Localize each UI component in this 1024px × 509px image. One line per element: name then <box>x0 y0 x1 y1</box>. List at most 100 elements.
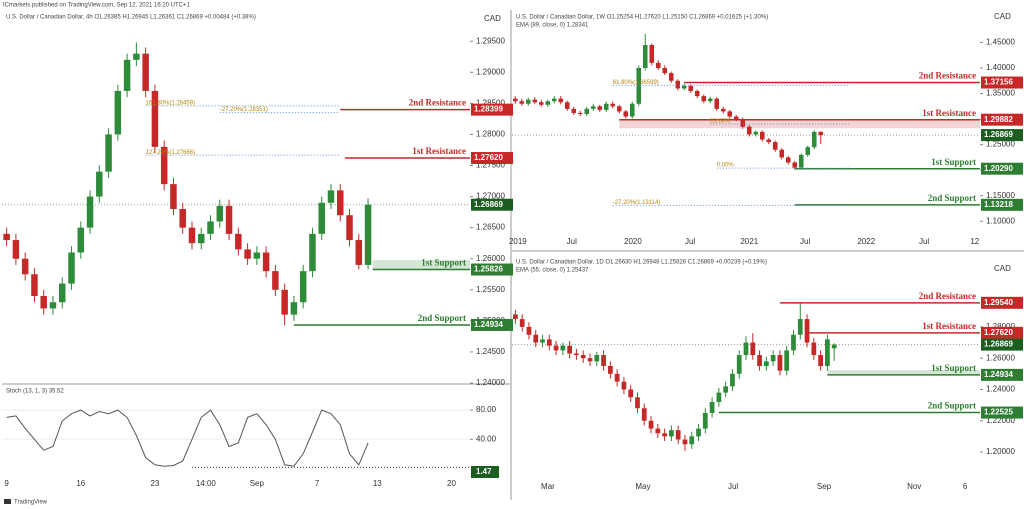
candle-body <box>730 373 735 387</box>
level-name: 1st Resistance <box>922 321 976 331</box>
candle-body <box>21 258 29 275</box>
last-value-label: 1.47 <box>476 467 492 476</box>
candle-body <box>179 208 186 228</box>
y-tick-label: 1.24000 <box>476 378 505 387</box>
candle-body <box>327 190 335 203</box>
candle-body <box>636 67 642 104</box>
level-tag <box>981 113 1023 126</box>
candle-body <box>587 358 593 362</box>
candle-body <box>785 157 791 163</box>
fib-label: -27.20%(1.28351) <box>220 107 268 113</box>
y-tick-label: 1.22000 <box>986 416 1015 425</box>
candle-body <box>3 233 10 241</box>
candle-body <box>818 131 824 136</box>
candle-body <box>607 366 613 374</box>
level-tag <box>981 326 1023 339</box>
last-price-label: 1.26869 <box>984 340 1013 349</box>
candle-body <box>105 134 112 172</box>
candle-body <box>346 215 353 241</box>
y-tick-label: 1.29500 <box>476 36 505 45</box>
level-name: 2nd Support <box>418 313 466 323</box>
y-tick-label: 1.10000 <box>986 216 1015 225</box>
candle-body <box>655 428 661 434</box>
level-name: 1st Support <box>931 363 976 373</box>
candle-body <box>532 99 538 103</box>
candle-body <box>825 339 830 367</box>
footer: TradingView <box>14 500 48 506</box>
candle-body <box>525 99 531 104</box>
level-name: 2nd Resistance <box>919 71 976 81</box>
candle-body <box>723 386 729 393</box>
y-tick-label: 1.45000 <box>986 38 1015 47</box>
level-name: 2nd Support <box>928 193 976 203</box>
x-tick-label: 9 <box>4 479 9 488</box>
level-name: 2nd Resistance <box>409 98 466 108</box>
x-tick-label: Sep <box>250 479 265 488</box>
candle-body <box>560 345 566 351</box>
candle-body <box>553 345 559 351</box>
candle-body <box>720 108 726 112</box>
x-tick-label: Mar <box>541 482 555 491</box>
x-tick-label: Nov <box>907 482 921 491</box>
fib-label: 61.80%(1.36599) <box>613 80 659 86</box>
candle-body <box>641 408 647 421</box>
candle-body <box>642 45 648 68</box>
candle-body <box>804 319 810 343</box>
candle-body <box>614 373 620 382</box>
candle-body <box>635 397 640 409</box>
candle-body <box>688 85 694 91</box>
candle-body <box>571 108 577 113</box>
candle-body <box>716 392 722 402</box>
y-tick-label: 1.26000 <box>476 254 505 263</box>
candle-body <box>198 233 205 244</box>
candle-body <box>792 162 798 168</box>
candle-body <box>623 111 629 117</box>
x-tick-label: 2020 <box>624 237 642 246</box>
candle-body <box>49 302 57 309</box>
level-tag-label: 1.13218 <box>984 200 1013 209</box>
fib-label: 161.80%(1.28459) <box>146 100 195 106</box>
candle-body <box>757 355 762 367</box>
candle-body <box>577 112 583 114</box>
candle-body <box>750 342 756 356</box>
candle-body <box>818 355 823 367</box>
x-tick-label: 2021 <box>740 237 758 246</box>
x-tick-label: 23 <box>150 479 159 488</box>
candle-body <box>151 90 159 147</box>
last-price-tag <box>981 129 1023 142</box>
x-tick-label: 2019 <box>509 237 527 246</box>
candle-body <box>727 111 733 117</box>
candle-body <box>123 59 131 91</box>
y-tick-label: 1.26500 <box>476 223 505 232</box>
candle-body <box>364 204 372 265</box>
candle-body <box>272 271 279 290</box>
candle-body <box>96 171 103 197</box>
level-name: 1st Resistance <box>412 146 466 156</box>
candle-body <box>675 80 681 89</box>
candle-body <box>772 142 778 150</box>
stoch-line <box>6 409 369 467</box>
candle-body <box>290 302 298 315</box>
fib-label: 127.20%(1.27666) <box>146 150 195 156</box>
candle-body <box>603 103 609 110</box>
candle-body <box>337 190 344 216</box>
x-tick-label: May <box>635 482 650 491</box>
x-tick-label: 14:00 <box>196 479 217 488</box>
candle-body <box>797 319 803 335</box>
candle-body <box>574 353 579 356</box>
x-tick-label: Jul <box>800 237 810 246</box>
panel-title: U.S. Dollar / Canadian Dollar, 1D O1.266… <box>516 260 767 266</box>
candle-body <box>701 96 707 102</box>
candle-body <box>216 205 224 222</box>
candle-body <box>610 103 616 107</box>
candle-body <box>40 295 47 309</box>
candle-body <box>551 98 557 102</box>
candle-body <box>594 355 600 362</box>
candle-body <box>831 344 837 349</box>
currency: CAD <box>484 14 501 23</box>
level-band <box>619 119 980 129</box>
fib-label: 0.00% <box>717 163 735 169</box>
candle-body <box>753 131 759 135</box>
